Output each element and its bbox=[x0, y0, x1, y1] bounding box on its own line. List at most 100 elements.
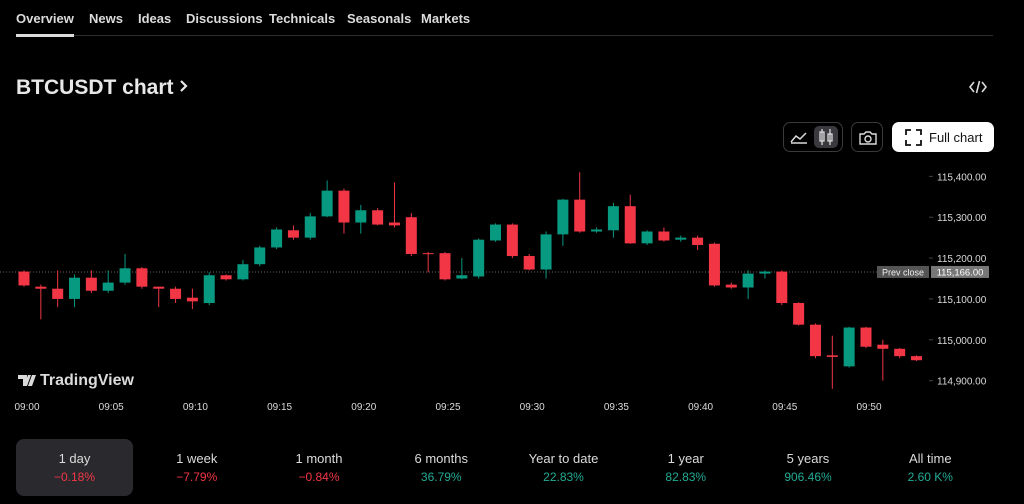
candle-body bbox=[490, 224, 502, 241]
candle-body bbox=[271, 229, 283, 248]
candle-body bbox=[388, 222, 400, 226]
candle-body bbox=[675, 237, 687, 240]
candle-body bbox=[658, 231, 670, 241]
candle-body bbox=[540, 234, 552, 270]
camera-icon bbox=[859, 131, 877, 145]
candle-body bbox=[877, 344, 889, 349]
candle-body bbox=[776, 271, 788, 304]
period-item[interactable]: 6 months 36.79% bbox=[383, 439, 500, 496]
candle-body bbox=[355, 210, 367, 223]
period-change: 906.46% bbox=[784, 470, 832, 484]
candle-body bbox=[254, 247, 266, 265]
candle-body bbox=[456, 275, 468, 279]
chevron-icon bbox=[179, 80, 188, 92]
period-label: 6 months bbox=[414, 451, 468, 466]
candle-body bbox=[557, 199, 569, 235]
x-tick-label: 09:05 bbox=[99, 402, 124, 413]
y-tick-label: 115,000.00 bbox=[937, 336, 987, 347]
candle-body bbox=[136, 268, 148, 287]
period-change: −0.18% bbox=[53, 470, 96, 484]
period-item[interactable]: 5 years 906.46% bbox=[750, 439, 867, 496]
period-label: 1 month bbox=[295, 451, 343, 466]
period-label: All time bbox=[908, 451, 952, 466]
candle-style-button[interactable] bbox=[814, 126, 838, 148]
x-tick-label: 09:30 bbox=[520, 402, 545, 413]
candle-body bbox=[506, 224, 518, 257]
brand-name: TradingView bbox=[40, 372, 135, 389]
candle-body bbox=[203, 275, 215, 304]
candle-body bbox=[186, 297, 198, 302]
y-tick-label: 114,900.00 bbox=[937, 377, 987, 388]
prev-close-value-tag bbox=[931, 265, 989, 278]
candle-body bbox=[523, 256, 535, 270]
full-chart-button[interactable]: Full chart bbox=[892, 122, 994, 152]
brand-logo: TradingView bbox=[18, 372, 135, 389]
y-tick-label: 115,200.00 bbox=[937, 254, 987, 265]
period-label: 1 week bbox=[176, 451, 218, 466]
candle-body bbox=[18, 271, 30, 286]
candle-body bbox=[237, 264, 249, 280]
candle-body bbox=[793, 303, 805, 325]
x-tick-label: 09:15 bbox=[267, 402, 292, 413]
period-item[interactable]: 1 month −0.84% bbox=[261, 439, 378, 496]
period-item[interactable]: 1 year 82.83% bbox=[627, 439, 744, 496]
candle-body bbox=[304, 216, 316, 238]
nav-tab[interactable]: Overview bbox=[16, 11, 74, 37]
y-tick-label: 115,300.00 bbox=[937, 213, 987, 224]
page-title[interactable]: BTCUSDT chart bbox=[16, 76, 191, 100]
candle-body bbox=[725, 284, 737, 288]
candle-body bbox=[85, 277, 97, 291]
chart-style-group bbox=[783, 122, 843, 152]
nav-tab[interactable]: Markets bbox=[421, 11, 471, 26]
candle-body bbox=[843, 327, 855, 367]
period-change: 36.79% bbox=[420, 470, 462, 484]
x-tick-label: 09:10 bbox=[183, 402, 208, 413]
period-change: 22.83% bbox=[543, 470, 584, 484]
period-label: Year to date bbox=[528, 451, 599, 466]
candle-body bbox=[439, 253, 451, 280]
candle-body bbox=[894, 348, 906, 357]
candle-body bbox=[153, 286, 165, 289]
candle-body bbox=[69, 277, 81, 299]
candle-body bbox=[624, 206, 636, 244]
period-bar: 1 day −0.18% 1 week −7.79% 1 month −0.84% 6 mo… bbox=[16, 439, 994, 496]
candle-icon bbox=[819, 129, 833, 145]
candle-body bbox=[220, 275, 232, 280]
prev-close-value: 115,166.00 bbox=[937, 267, 984, 278]
period-label: 1 year bbox=[667, 451, 704, 466]
candle-body bbox=[607, 206, 619, 231]
nav-tab[interactable]: News bbox=[89, 11, 123, 26]
x-tick-label: 09:00 bbox=[14, 402, 39, 413]
period-label: 5 years bbox=[786, 451, 830, 466]
period-item[interactable]: All time 2.60 K% bbox=[872, 439, 989, 496]
embed-icon[interactable] bbox=[968, 78, 988, 96]
candle-body bbox=[52, 288, 64, 299]
nav-tab[interactable]: Ideas bbox=[138, 11, 172, 26]
x-tick-label: 09:50 bbox=[856, 402, 881, 413]
period-item[interactable]: 1 week −7.79% bbox=[138, 439, 255, 496]
nav-tab[interactable]: Seasonals bbox=[347, 11, 412, 26]
candle-body bbox=[170, 288, 182, 299]
candle-body bbox=[591, 229, 603, 232]
candle-body bbox=[860, 327, 872, 347]
candle-body bbox=[338, 190, 350, 223]
candle-body bbox=[35, 286, 47, 289]
line-style-button[interactable] bbox=[789, 128, 809, 146]
candle-body bbox=[473, 239, 485, 277]
candle-body bbox=[574, 199, 586, 232]
candle-body bbox=[372, 210, 384, 225]
period-change: 82.83% bbox=[665, 470, 707, 484]
nav-tab[interactable]: Discussions bbox=[186, 11, 263, 26]
candle-body bbox=[422, 253, 434, 255]
period-item[interactable]: Year to date 22.83% bbox=[505, 439, 622, 496]
prev-close-tag bbox=[877, 265, 929, 278]
snapshot-button[interactable] bbox=[851, 122, 883, 152]
candle-body bbox=[692, 237, 704, 245]
candle-body bbox=[321, 190, 333, 217]
period-item[interactable]: 1 day −0.18% bbox=[16, 439, 133, 496]
period-change: −0.84% bbox=[298, 470, 340, 484]
title-text[interactable]: BTCUSDT chart bbox=[16, 76, 174, 99]
nav-tab[interactable]: Technicals bbox=[269, 11, 336, 26]
full-chart-label[interactable]: Full chart bbox=[929, 130, 983, 145]
